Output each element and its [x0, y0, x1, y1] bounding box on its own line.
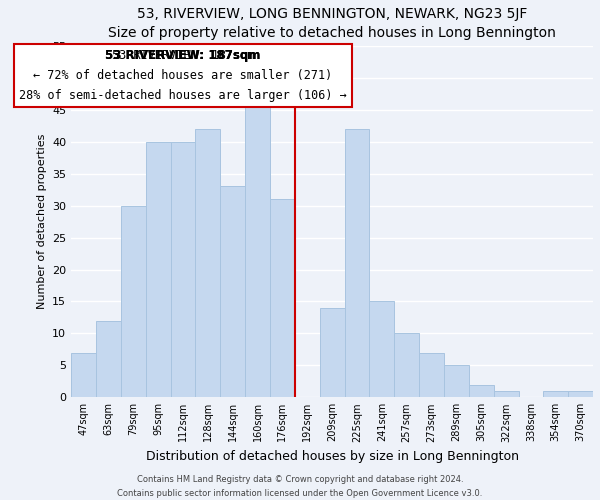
Bar: [71, 352, 96, 398]
Text: 53 RIVERVIEW: 187sqm: 53 RIVERVIEW: 187sqm: [106, 49, 260, 62]
Bar: [544, 391, 568, 398]
Text: 53 RIVERVIEW: 187sqm: 53 RIVERVIEW: 187sqm: [106, 49, 260, 62]
Bar: [320, 308, 344, 398]
Bar: [170, 142, 196, 398]
X-axis label: Distribution of detached houses by size in Long Bennington: Distribution of detached houses by size …: [146, 450, 518, 463]
Bar: [444, 366, 469, 398]
Text: Contains HM Land Registry data © Crown copyright and database right 2024.
Contai: Contains HM Land Registry data © Crown c…: [118, 476, 482, 498]
Bar: [220, 186, 245, 398]
Y-axis label: Number of detached properties: Number of detached properties: [37, 134, 47, 310]
Title: 53, RIVERVIEW, LONG BENNINGTON, NEWARK, NG23 5JF
Size of property relative to de: 53, RIVERVIEW, LONG BENNINGTON, NEWARK, …: [108, 7, 556, 40]
Bar: [245, 104, 270, 398]
Bar: [419, 352, 444, 398]
Bar: [344, 129, 370, 398]
Bar: [270, 199, 295, 398]
Bar: [394, 334, 419, 398]
Bar: [494, 391, 518, 398]
Text: 53 RIVERVIEW: 187sqm
← 72% of detached houses are smaller (271)
28% of semi-deta: 53 RIVERVIEW: 187sqm ← 72% of detached h…: [19, 49, 347, 102]
Bar: [568, 391, 593, 398]
Bar: [370, 302, 394, 398]
Bar: [121, 206, 146, 398]
Bar: [196, 129, 220, 398]
Bar: [469, 384, 494, 398]
Bar: [146, 142, 170, 398]
Bar: [96, 320, 121, 398]
